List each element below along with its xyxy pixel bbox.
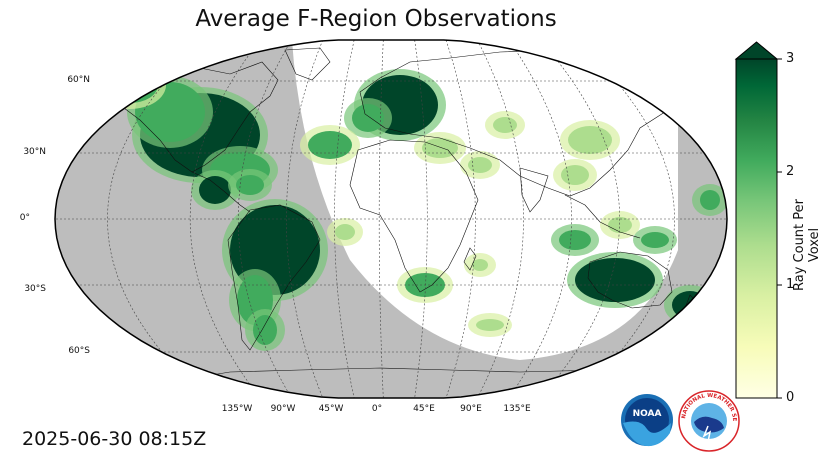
- observation-cluster: [472, 259, 488, 271]
- colorbar-ticks: [777, 58, 782, 399]
- observation-cluster: [476, 319, 504, 331]
- colorbar-gradient: [735, 58, 778, 399]
- colorbar-tick-label: 1: [786, 277, 795, 292]
- meridian-line: [575, 40, 675, 398]
- coast-south-america: [227, 204, 321, 351]
- colorbar-tick-label: 0: [786, 390, 795, 405]
- latitude-label: 30°S: [24, 284, 46, 294]
- observation-halo: [94, 61, 166, 109]
- meridian-line: [477, 40, 524, 398]
- longitude-label: 90°W: [270, 404, 296, 414]
- nws-logo-bolt: [702, 425, 712, 443]
- colorbar-extend-arrow: [734, 41, 779, 60]
- longitude-label: 135°E: [503, 404, 531, 414]
- coast-central-america: [191, 171, 251, 213]
- observation-cluster: [561, 165, 589, 185]
- observation-cluster: [352, 104, 384, 132]
- coast-australia: [587, 251, 673, 309]
- observation-cluster: [253, 315, 277, 345]
- observation-cluster: [700, 190, 720, 210]
- latitude-label: 60°N: [67, 75, 90, 85]
- longitude-label: 90°E: [460, 404, 482, 414]
- observation-cluster: [468, 157, 492, 173]
- coast-indian-subcontinent: [519, 167, 549, 213]
- meridian-line: [539, 40, 620, 398]
- longitude-label: 0°: [371, 404, 383, 414]
- observation-cluster: [559, 230, 591, 250]
- latitude-label: 0°: [19, 213, 30, 223]
- colorbar-label: Ray Count Per Voxel: [792, 199, 820, 291]
- nws-logo: NATIONAL WEATHER SERVICE: [678, 390, 740, 452]
- observation-cluster: [236, 175, 264, 195]
- noaa-logo: NOAA: [621, 394, 673, 447]
- colorbar-tick-label: 3: [786, 51, 795, 66]
- observation-cluster: [575, 258, 655, 302]
- globe-outline: [54, 39, 728, 399]
- meridian-line: [190, 40, 261, 398]
- observation-cluster: [135, 82, 205, 142]
- observation-cluster: [335, 224, 355, 240]
- observation-cluster: [493, 117, 517, 133]
- meridian-line: [445, 40, 476, 398]
- meridian-line: [107, 40, 207, 398]
- observation-cluster: [568, 126, 612, 154]
- map-title: Average F-Region Observations: [195, 6, 557, 32]
- observation-cluster: [199, 176, 231, 204]
- coast-southeast-asia: [564, 194, 641, 239]
- coast-greenland: [284, 47, 331, 81]
- nws-logo-cloud: [694, 416, 724, 433]
- colorbar: [734, 41, 782, 399]
- observation-cluster: [641, 232, 669, 248]
- longitude-label: 45°E: [413, 404, 435, 414]
- meridian-line: [286, 40, 324, 398]
- meridian-line: [237, 40, 292, 398]
- longitude-label: 45°W: [318, 404, 344, 414]
- latitude-label: 60°S: [68, 346, 90, 356]
- coast-europe-asia: [359, 49, 691, 197]
- colorbar-tick-label: 2: [786, 164, 795, 179]
- meridian-line: [508, 40, 572, 398]
- observation-cluster: [308, 131, 352, 159]
- latitude-label: 30°N: [23, 147, 46, 157]
- noaa-logo-text: NOAA: [633, 409, 662, 419]
- meridian-line: [334, 40, 355, 398]
- timestamp: 2025-06-30 08:15Z: [22, 428, 207, 450]
- longitude-label: 135°W: [221, 404, 253, 414]
- observation-cluster: [422, 138, 458, 158]
- noaa-logo-wave: [623, 421, 671, 447]
- observation-cluster: [102, 67, 158, 103]
- observation-cluster: [608, 217, 632, 233]
- coast-africa: [349, 139, 479, 293]
